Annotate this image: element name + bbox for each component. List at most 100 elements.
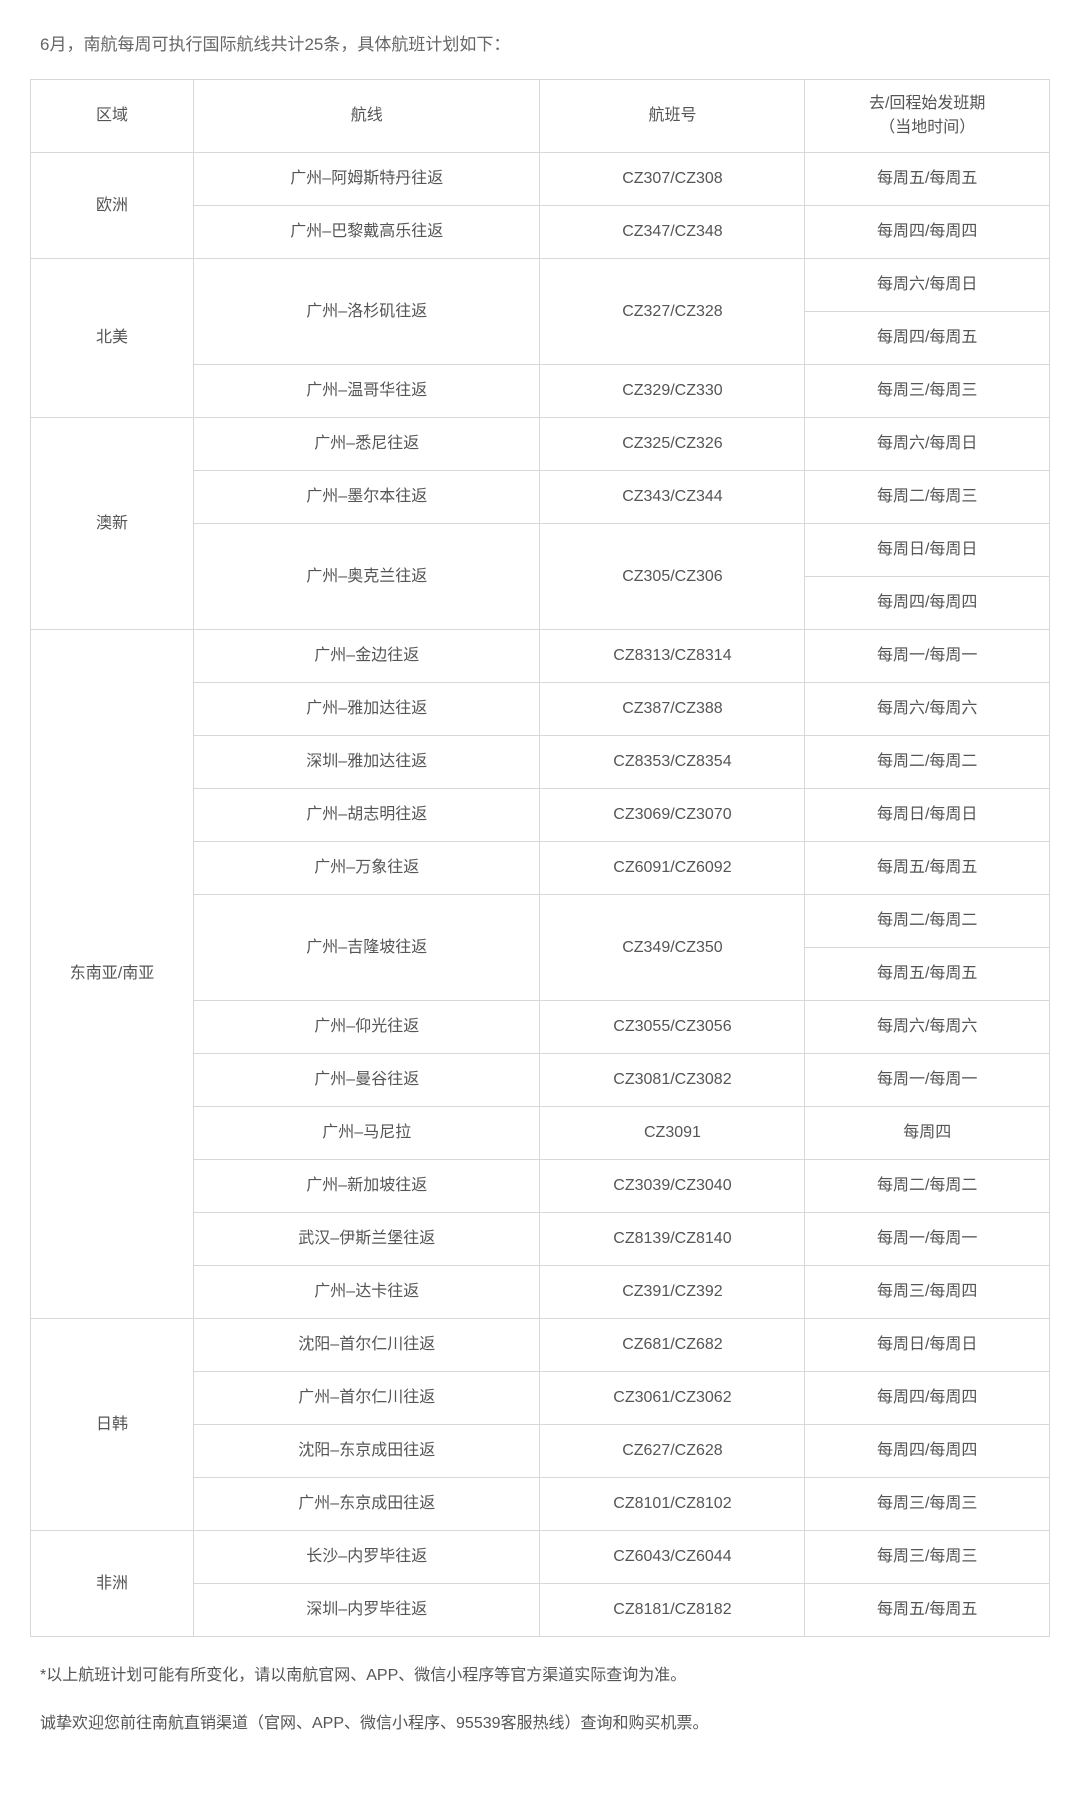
cell-schedule: 每周三/每周四 <box>805 1266 1050 1319</box>
cell-flight: CZ3091 <box>540 1107 805 1160</box>
flight-schedule-table: 区域 航线 航班号 去/回程始发班期 （当地时间） 欧洲广州–阿姆斯特丹往返CZ… <box>30 79 1050 1637</box>
cell-schedule: 每周四/每周四 <box>805 1425 1050 1478</box>
cell-schedule: 每周二/每周三 <box>805 471 1050 524</box>
cell-route: 长沙–内罗毕往返 <box>194 1531 540 1584</box>
table-row: 非洲长沙–内罗毕往返CZ6043/CZ6044每周三/每周三 <box>31 1531 1050 1584</box>
cell-schedule: 每周五/每周五 <box>805 948 1050 1001</box>
table-row: 欧洲广州–阿姆斯特丹往返CZ307/CZ308每周五/每周五 <box>31 153 1050 206</box>
cell-flight: CZ327/CZ328 <box>540 259 805 365</box>
cell-flight: CZ307/CZ308 <box>540 153 805 206</box>
cell-route: 广州–悉尼往返 <box>194 418 540 471</box>
cell-flight: CZ3081/CZ3082 <box>540 1054 805 1107</box>
cell-flight: CZ3069/CZ3070 <box>540 789 805 842</box>
cell-schedule: 每周四/每周四 <box>805 206 1050 259</box>
footnote: *以上航班计划可能有所变化，请以南航官网、APP、微信小程序等官方渠道实际查询为… <box>30 1663 1050 1736</box>
cell-route: 广州–东京成田往返 <box>194 1478 540 1531</box>
cell-flight: CZ8313/CZ8314 <box>540 630 805 683</box>
cell-flight: CZ391/CZ392 <box>540 1266 805 1319</box>
cell-route: 广州–洛杉矶往返 <box>194 259 540 365</box>
intro-text: 6月，南航每周可执行国际航线共计25条，具体航班计划如下： <box>30 30 1050 55</box>
cell-region: 澳新 <box>31 418 194 630</box>
cell-schedule: 每周四/每周五 <box>805 312 1050 365</box>
cell-schedule: 每周六/每周六 <box>805 1001 1050 1054</box>
cell-route: 广州–巴黎戴高乐往返 <box>194 206 540 259</box>
cell-schedule: 每周四/每周四 <box>805 577 1050 630</box>
cell-flight: CZ3039/CZ3040 <box>540 1160 805 1213</box>
cell-route: 沈阳–首尔仁川往返 <box>194 1319 540 1372</box>
cell-schedule: 每周六/每周日 <box>805 259 1050 312</box>
cell-flight: CZ3061/CZ3062 <box>540 1372 805 1425</box>
cell-route: 武汉–伊斯兰堡往返 <box>194 1213 540 1266</box>
cell-schedule: 每周五/每周五 <box>805 842 1050 895</box>
cell-schedule: 每周六/每周日 <box>805 418 1050 471</box>
cell-route: 广州–仰光往返 <box>194 1001 540 1054</box>
table-row: 澳新广州–悉尼往返CZ325/CZ326每周六/每周日 <box>31 418 1050 471</box>
cell-schedule: 每周三/每周三 <box>805 365 1050 418</box>
cell-region: 日韩 <box>31 1319 194 1531</box>
cell-flight: CZ387/CZ388 <box>540 683 805 736</box>
table-row: 日韩沈阳–首尔仁川往返CZ681/CZ682每周日/每周日 <box>31 1319 1050 1372</box>
cell-flight: CZ349/CZ350 <box>540 895 805 1001</box>
cell-region: 非洲 <box>31 1531 194 1637</box>
header-schedule-line2: （当地时间） <box>879 119 975 136</box>
footnote-line2: 诚挚欢迎您前往南航直销渠道（官网、APP、微信小程序、95539客服热线）查询和… <box>40 1711 1050 1737</box>
cell-route: 广州–胡志明往返 <box>194 789 540 842</box>
cell-schedule: 每周四 <box>805 1107 1050 1160</box>
cell-flight: CZ8353/CZ8354 <box>540 736 805 789</box>
cell-schedule: 每周五/每周五 <box>805 1584 1050 1637</box>
header-region: 区域 <box>31 80 194 153</box>
cell-schedule: 每周日/每周日 <box>805 789 1050 842</box>
cell-route: 广州–温哥华往返 <box>194 365 540 418</box>
cell-flight: CZ681/CZ682 <box>540 1319 805 1372</box>
cell-route: 广州–达卡往返 <box>194 1266 540 1319</box>
header-route: 航线 <box>194 80 540 153</box>
cell-flight: CZ3055/CZ3056 <box>540 1001 805 1054</box>
cell-route: 广州–吉隆坡往返 <box>194 895 540 1001</box>
cell-route: 广州–新加坡往返 <box>194 1160 540 1213</box>
cell-schedule: 每周四/每周四 <box>805 1372 1050 1425</box>
cell-flight: CZ329/CZ330 <box>540 365 805 418</box>
cell-flight: CZ6091/CZ6092 <box>540 842 805 895</box>
cell-route: 广州–万象往返 <box>194 842 540 895</box>
cell-schedule: 每周二/每周二 <box>805 1160 1050 1213</box>
cell-flight: CZ347/CZ348 <box>540 206 805 259</box>
cell-schedule: 每周五/每周五 <box>805 153 1050 206</box>
cell-schedule: 每周一/每周一 <box>805 1213 1050 1266</box>
cell-flight: CZ627/CZ628 <box>540 1425 805 1478</box>
cell-route: 广州–金边往返 <box>194 630 540 683</box>
cell-region: 北美 <box>31 259 194 418</box>
cell-flight: CZ343/CZ344 <box>540 471 805 524</box>
cell-schedule: 每周一/每周一 <box>805 1054 1050 1107</box>
table-row: 北美广州–洛杉矶往返CZ327/CZ328每周六/每周日 <box>31 259 1050 312</box>
header-schedule: 去/回程始发班期 （当地时间） <box>805 80 1050 153</box>
cell-route: 广州–首尔仁川往返 <box>194 1372 540 1425</box>
cell-route: 广州–曼谷往返 <box>194 1054 540 1107</box>
cell-flight: CZ8101/CZ8102 <box>540 1478 805 1531</box>
cell-schedule: 每周二/每周二 <box>805 895 1050 948</box>
cell-region: 东南亚/南亚 <box>31 630 194 1319</box>
cell-flight: CZ325/CZ326 <box>540 418 805 471</box>
cell-region: 欧洲 <box>31 153 194 259</box>
cell-flight: CZ305/CZ306 <box>540 524 805 630</box>
table-row: 东南亚/南亚广州–金边往返CZ8313/CZ8314每周一/每周一 <box>31 630 1050 683</box>
cell-route: 深圳–内罗毕往返 <box>194 1584 540 1637</box>
cell-route: 深圳–雅加达往返 <box>194 736 540 789</box>
table-header-row: 区域 航线 航班号 去/回程始发班期 （当地时间） <box>31 80 1050 153</box>
cell-schedule: 每周二/每周二 <box>805 736 1050 789</box>
cell-schedule: 每周三/每周三 <box>805 1531 1050 1584</box>
cell-schedule: 每周三/每周三 <box>805 1478 1050 1531</box>
cell-route: 广州–墨尔本往返 <box>194 471 540 524</box>
footnote-line1: *以上航班计划可能有所变化，请以南航官网、APP、微信小程序等官方渠道实际查询为… <box>40 1663 1050 1689</box>
cell-flight: CZ8181/CZ8182 <box>540 1584 805 1637</box>
cell-schedule: 每周一/每周一 <box>805 630 1050 683</box>
header-schedule-line1: 去/回程始发班期 <box>869 95 985 112</box>
header-flight: 航班号 <box>540 80 805 153</box>
cell-route: 广州–雅加达往返 <box>194 683 540 736</box>
cell-schedule: 每周日/每周日 <box>805 1319 1050 1372</box>
cell-route: 广州–马尼拉 <box>194 1107 540 1160</box>
cell-route: 沈阳–东京成田往返 <box>194 1425 540 1478</box>
table-body: 欧洲广州–阿姆斯特丹往返CZ307/CZ308每周五/每周五广州–巴黎戴高乐往返… <box>31 153 1050 1637</box>
cell-schedule: 每周六/每周六 <box>805 683 1050 736</box>
cell-flight: CZ8139/CZ8140 <box>540 1213 805 1266</box>
cell-flight: CZ6043/CZ6044 <box>540 1531 805 1584</box>
